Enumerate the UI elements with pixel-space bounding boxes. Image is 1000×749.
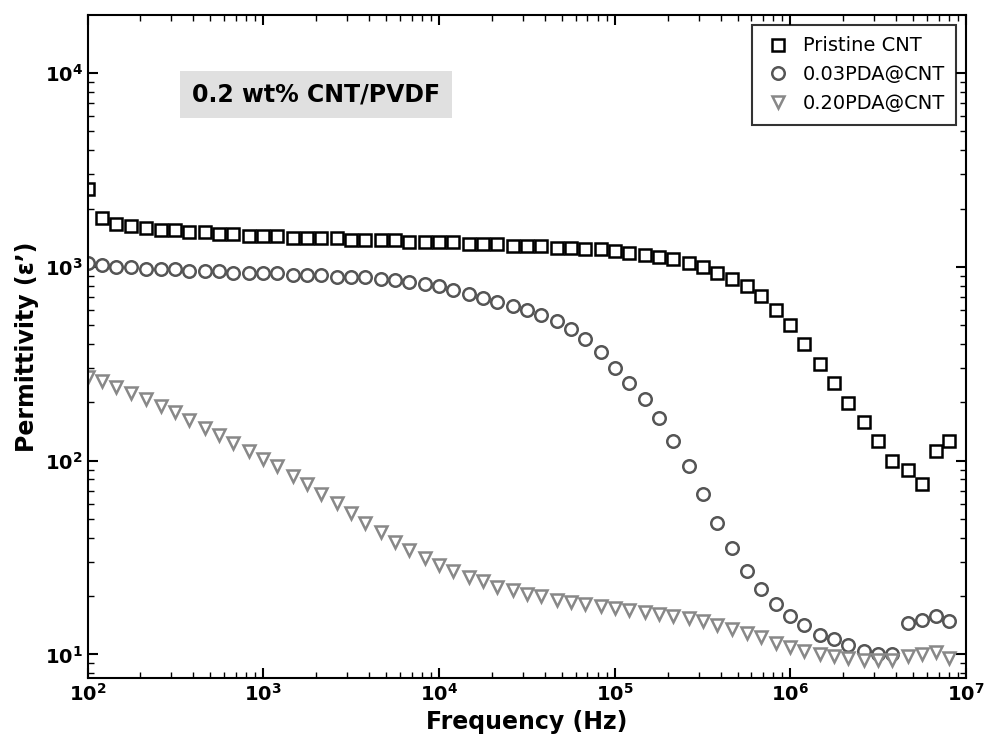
Line: Pristine CNT: Pristine CNT: [81, 184, 955, 490]
0.03PDA@CNT: [82, 258, 94, 267]
Pristine CNT: [916, 479, 928, 488]
0.03PDA@CNT: [301, 270, 313, 279]
Pristine CNT: [82, 185, 94, 194]
Pristine CNT: [943, 437, 955, 446]
0.20PDA@CNT: [82, 373, 94, 382]
Y-axis label: Permittivity (ε’): Permittivity (ε’): [15, 241, 39, 452]
0.03PDA@CNT: [943, 617, 955, 626]
Legend: Pristine CNT, 0.03PDA@CNT, 0.20PDA@CNT: Pristine CNT, 0.03PDA@CNT, 0.20PDA@CNT: [752, 25, 956, 124]
0.03PDA@CNT: [227, 268, 239, 277]
0.20PDA@CNT: [359, 518, 371, 527]
0.20PDA@CNT: [623, 605, 635, 614]
Text: 0.2 wt% CNT/PVDF: 0.2 wt% CNT/PVDF: [192, 82, 440, 106]
Pristine CNT: [227, 229, 239, 238]
X-axis label: Frequency (Hz): Frequency (Hz): [426, 710, 628, 734]
0.20PDA@CNT: [943, 654, 955, 663]
0.20PDA@CNT: [227, 439, 239, 448]
Pristine CNT: [301, 234, 313, 243]
0.20PDA@CNT: [375, 528, 387, 537]
0.03PDA@CNT: [872, 650, 884, 659]
0.03PDA@CNT: [359, 272, 371, 281]
Line: 0.03PDA@CNT: 0.03PDA@CNT: [81, 257, 955, 661]
0.20PDA@CNT: [858, 656, 870, 665]
0.20PDA@CNT: [331, 499, 343, 508]
Line: 0.20PDA@CNT: 0.20PDA@CNT: [81, 371, 955, 667]
Pristine CNT: [375, 235, 387, 244]
Pristine CNT: [331, 234, 343, 243]
Pristine CNT: [359, 235, 371, 244]
Pristine CNT: [623, 249, 635, 258]
0.03PDA@CNT: [331, 272, 343, 281]
0.20PDA@CNT: [301, 479, 313, 488]
0.03PDA@CNT: [623, 379, 635, 388]
0.03PDA@CNT: [375, 274, 387, 283]
